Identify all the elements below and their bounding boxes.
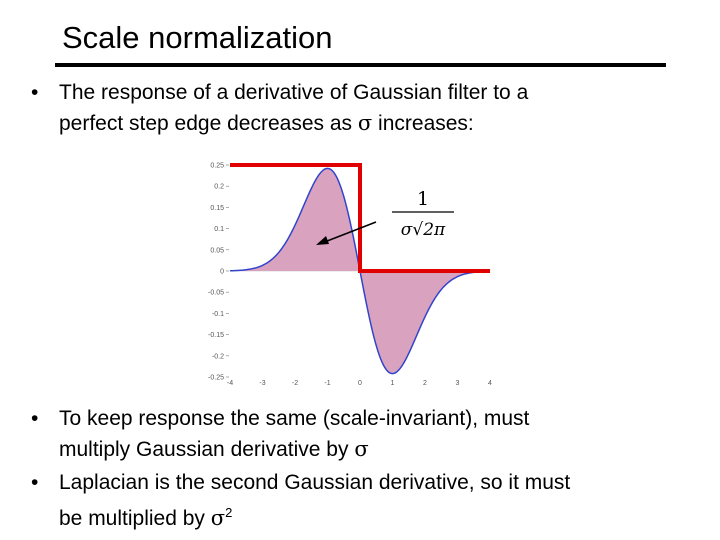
slide-title: Scale normalization [62, 20, 333, 55]
bullet-3-line1: Laplacian is the second Gaussian derivat… [59, 471, 571, 494]
annotation-denominator: σ√2π [401, 220, 446, 240]
y-tick-label: -0.2 [212, 353, 224, 360]
x-tick-label: 0 [358, 380, 362, 387]
y-tick-label: -0.25 [208, 375, 224, 382]
bullet-2-line1: To keep response the same (scale-invaria… [59, 407, 530, 430]
x-tick-label: -4 [227, 380, 233, 387]
tick-labels: 0.25 0.2 0.15 0.1 0.05 0 -0.05 -0.1 -0.15 -0.2 -0.… [208, 163, 492, 388]
bullet-1-line1: The response of a derivative of Gaussian… [59, 81, 529, 104]
x-tick-label: -3 [259, 380, 265, 387]
y-tick-label: 0.05 [210, 247, 224, 254]
annotation-arrow [321, 221, 377, 244]
derivative-of-gaussian-plot: 0.25 0.2 0.15 0.1 0.05 0 -0.05 -0.1 -0.15 -0.2 -0.… [208, 163, 492, 388]
x-tick-label: -2 [292, 380, 298, 387]
x-tick-label: 3 [456, 380, 460, 387]
y-tick-label: 0.1 [214, 226, 224, 233]
bullet-dot: • [31, 407, 39, 430]
y-tick-label: 0.15 [210, 205, 224, 212]
x-tick-label: 1 [391, 380, 395, 387]
y-tick-label: -0.15 [208, 332, 224, 339]
y-tick-label: -0.1 [212, 311, 224, 318]
x-tick-label: 2 [423, 380, 427, 387]
bullet-1-line2-end: increases: [378, 112, 474, 135]
annotation-numerator: 1 [417, 188, 429, 210]
bullet-3-text: Laplacian is the second Gaussian derivat… [59, 468, 570, 534]
normalization-annotation: 1 σ√2π [316, 188, 454, 245]
y-tick-label: 0.2 [214, 184, 224, 191]
title-underline [55, 63, 666, 67]
sigma-symbol: σ [354, 437, 369, 461]
step-edge-line [230, 163, 490, 273]
bullet-dot: • [31, 471, 39, 494]
y-tick-label: 0.25 [210, 163, 224, 170]
x-tick-label: 4 [488, 380, 492, 387]
bullet-3-line2-text: be multiplied by [59, 507, 205, 530]
sigma-exponent: 2 [225, 505, 233, 520]
bullet-dot: • [31, 81, 39, 104]
sigma-symbol: σ [210, 506, 226, 530]
bullet-2-line2-text: multiply Gaussian derivative by [59, 438, 349, 461]
bullet-2-line2: multiply Gaussian derivative by σ [59, 434, 529, 465]
y-tick-label: -0.05 [208, 290, 224, 297]
bullet-3-line2: be multiplied by σ2 [59, 498, 570, 534]
bullet-1-line2-text: perfect step edge decreases as [59, 112, 353, 135]
bullet-1-line2: perfect step edge decreases as σ increas… [59, 108, 528, 139]
x-tick-label: -1 [324, 380, 330, 387]
annotation-arrowhead [316, 236, 329, 245]
bullet-2-text: To keep response the same (scale-invaria… [59, 404, 529, 465]
y-tick-label: 0 [220, 269, 224, 276]
sigma-symbol: σ [357, 111, 373, 135]
bullet-1-text: The response of a derivative of Gaussian… [59, 78, 528, 139]
